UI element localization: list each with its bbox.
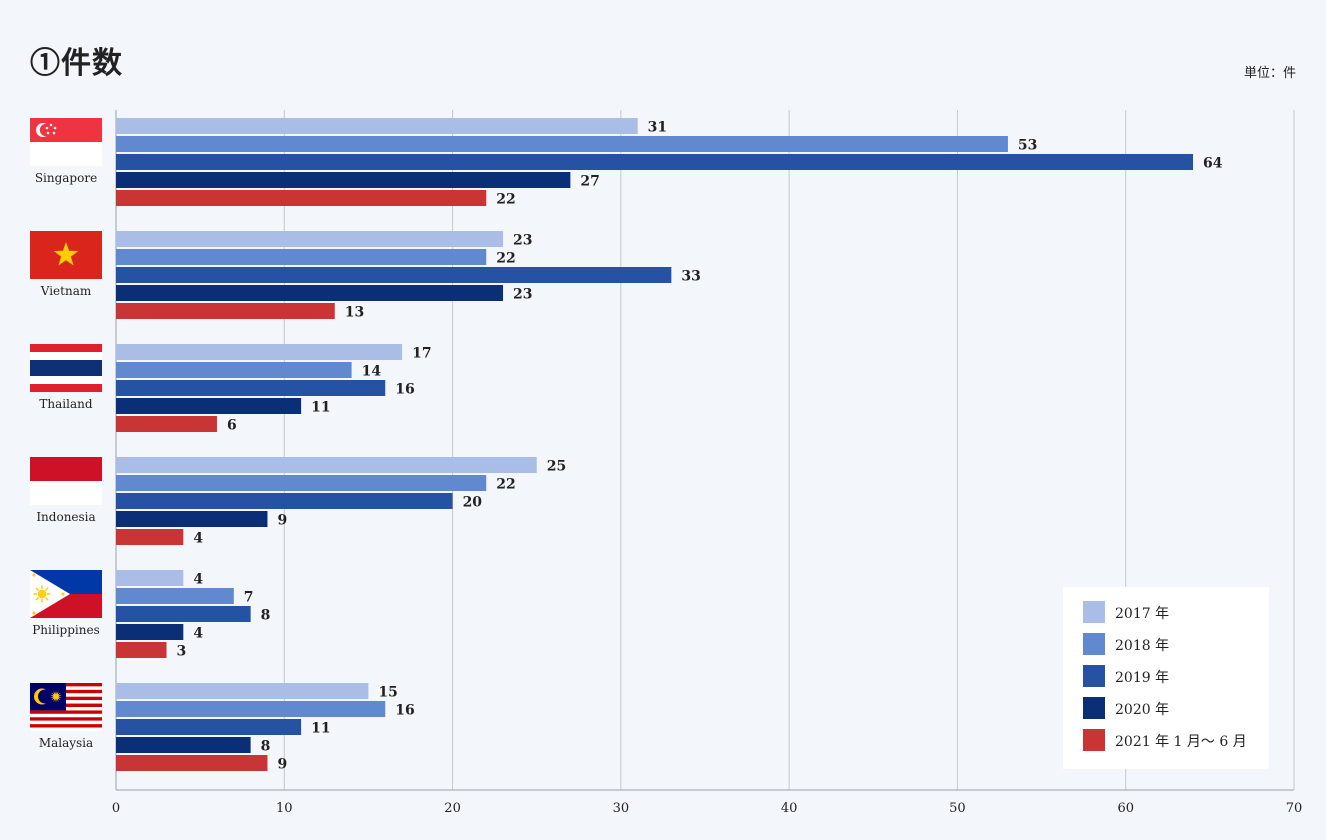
data-label: 11 — [311, 721, 330, 737]
data-label: 16 — [395, 703, 414, 719]
category-label: Singapore — [35, 171, 97, 185]
data-label: 13 — [345, 305, 364, 321]
x-tick-label: 50 — [949, 801, 966, 816]
bar — [116, 118, 638, 134]
data-label: 8 — [261, 608, 271, 624]
data-label: 8 — [261, 739, 271, 755]
bar — [116, 570, 184, 586]
data-label: 15 — [378, 685, 397, 701]
flag-singapore-icon — [30, 118, 102, 166]
data-label: 4 — [193, 572, 203, 588]
data-label: 20 — [463, 495, 483, 511]
data-label: 9 — [277, 757, 287, 773]
bar — [116, 344, 403, 360]
bar — [116, 416, 217, 432]
page-title: ①件数 — [30, 46, 123, 81]
data-label: 3 — [176, 644, 186, 660]
bar — [116, 267, 672, 283]
data-label: 4 — [193, 626, 203, 642]
bar — [116, 737, 251, 753]
data-label: 27 — [580, 174, 599, 190]
data-label: 53 — [1018, 138, 1037, 154]
bar — [116, 475, 487, 491]
bar — [116, 154, 1194, 170]
data-label: 25 — [547, 459, 566, 475]
unit-label: 単位：件 — [1243, 66, 1296, 81]
legend-swatch — [1083, 729, 1105, 751]
legend-swatch — [1083, 665, 1105, 687]
x-tick-label: 60 — [1117, 801, 1134, 816]
x-tick-label: 30 — [613, 801, 630, 816]
data-label: 23 — [513, 233, 532, 249]
flag-vietnam-icon — [30, 231, 102, 279]
legend-swatch — [1083, 633, 1105, 655]
bar — [116, 398, 302, 414]
data-label: 14 — [362, 364, 382, 380]
data-label: 17 — [412, 346, 431, 362]
data-label: 64 — [1203, 156, 1223, 172]
category-label: Philippines — [32, 623, 100, 637]
bar — [116, 642, 167, 658]
bar — [116, 249, 487, 265]
data-label: 22 — [496, 477, 515, 493]
x-tick-label: 10 — [276, 801, 293, 816]
bar — [116, 303, 335, 319]
legend-label: 2019 年 — [1115, 670, 1169, 686]
legend-swatch — [1083, 601, 1105, 623]
category-label: Thailand — [39, 397, 92, 411]
bar — [116, 529, 184, 545]
legend-label: 2018 年 — [1115, 638, 1169, 654]
bar — [116, 380, 386, 396]
data-label: 33 — [681, 269, 700, 285]
category-label: Vietnam — [40, 284, 92, 298]
flag-indonesia-icon — [30, 457, 102, 505]
flag-philippines-icon — [30, 570, 102, 618]
bar — [116, 588, 234, 604]
bar — [116, 606, 251, 622]
bar — [116, 285, 504, 301]
data-label: 31 — [648, 120, 667, 136]
data-label: 6 — [227, 418, 237, 434]
bar — [116, 755, 268, 771]
bar — [116, 683, 369, 699]
bar — [116, 624, 184, 640]
flag-malaysia-icon — [30, 683, 102, 731]
bar — [116, 231, 504, 247]
data-label: 7 — [244, 590, 254, 606]
bar — [116, 719, 302, 735]
bar — [116, 190, 487, 206]
data-label: 4 — [193, 531, 203, 547]
bar — [116, 362, 352, 378]
bar — [116, 172, 571, 188]
data-label: 16 — [395, 382, 414, 398]
data-label: 11 — [311, 400, 330, 416]
category-label: Indonesia — [36, 510, 95, 524]
legend-label: 2020 年 — [1115, 702, 1169, 718]
bar — [116, 701, 386, 717]
bar — [116, 511, 268, 527]
legend-label: 2017 年 — [1115, 606, 1169, 622]
data-label: 23 — [513, 287, 532, 303]
data-label: 22 — [496, 251, 515, 267]
x-tick-label: 0 — [112, 801, 120, 816]
bar — [116, 493, 453, 509]
data-label: 9 — [277, 513, 287, 529]
data-label: 22 — [496, 192, 515, 208]
x-tick-label: 70 — [1286, 801, 1303, 816]
bar — [116, 457, 537, 473]
category-label: Malaysia — [39, 736, 93, 750]
x-tick-label: 40 — [781, 801, 798, 816]
bar — [116, 136, 1008, 152]
x-tick-label: 20 — [444, 801, 461, 816]
legend: 2017 年 2018 年 2019 年 2020 年 2021 年 1 月～ 6 月 — [1063, 587, 1269, 769]
legend-label: 2021 年 1 月～ 6 月 — [1115, 734, 1247, 750]
flag-thailand-icon — [30, 344, 102, 392]
legend-swatch — [1083, 697, 1105, 719]
